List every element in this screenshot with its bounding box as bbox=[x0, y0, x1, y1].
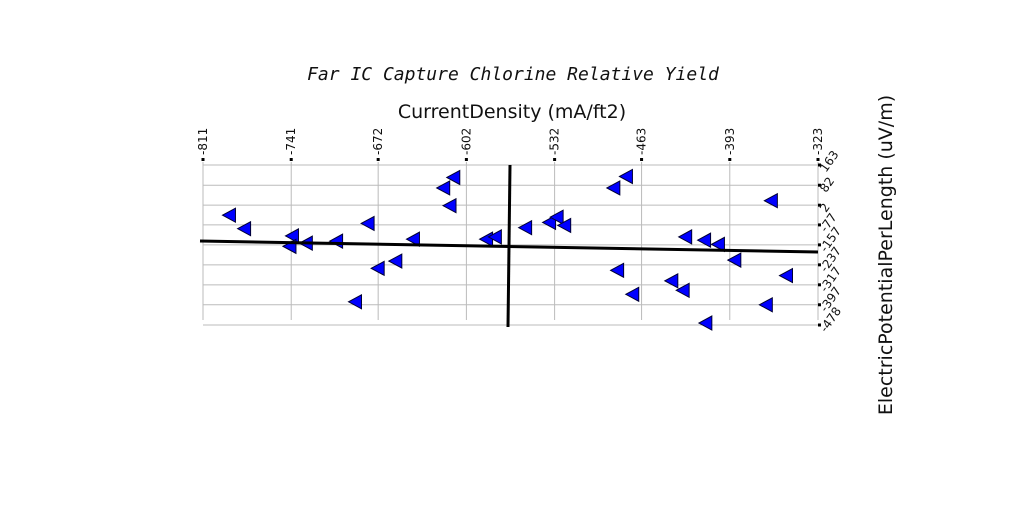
x-tick-label: -532 bbox=[548, 128, 562, 155]
marker bbox=[618, 168, 633, 185]
x-tick bbox=[816, 158, 820, 161]
y-tick bbox=[818, 303, 821, 307]
marker bbox=[609, 262, 625, 279]
marker bbox=[387, 253, 403, 269]
marks bbox=[221, 168, 793, 331]
marker bbox=[405, 231, 420, 247]
y-axis-label: ElectricPotentialPerLength (uV/m) bbox=[875, 95, 897, 415]
x-tick bbox=[289, 158, 293, 161]
marker bbox=[726, 252, 742, 268]
marker bbox=[663, 272, 679, 289]
y-tick bbox=[818, 163, 821, 167]
y-tick bbox=[818, 263, 821, 267]
chart-title: Far IC Capture Chlorine Relative Yield bbox=[307, 64, 720, 85]
x-tick-label: -463 bbox=[635, 128, 649, 155]
marker bbox=[697, 315, 713, 331]
x-tick bbox=[201, 158, 205, 161]
x-tick-label: -602 bbox=[459, 128, 473, 155]
marker bbox=[328, 233, 344, 249]
x-tick-label: -672 bbox=[371, 128, 385, 155]
y-tick bbox=[818, 283, 821, 287]
x-tick bbox=[464, 158, 468, 161]
x-tick-label: -811 bbox=[196, 128, 210, 155]
x-tick-label: -741 bbox=[284, 128, 298, 155]
marker bbox=[763, 192, 778, 209]
marker bbox=[445, 169, 461, 186]
marker bbox=[778, 267, 793, 284]
marker bbox=[696, 232, 712, 248]
marker bbox=[556, 217, 572, 234]
x-axis-label: CurrentDensity (mA/ft2) bbox=[398, 101, 626, 123]
y-tick bbox=[818, 183, 821, 187]
y-tick bbox=[818, 323, 821, 327]
marker bbox=[435, 180, 451, 196]
marker bbox=[677, 229, 693, 245]
x-tick bbox=[553, 158, 557, 161]
marker bbox=[236, 220, 252, 237]
marker bbox=[221, 207, 236, 224]
y-tick bbox=[818, 203, 821, 207]
marker bbox=[710, 236, 725, 253]
x-tick bbox=[376, 158, 380, 161]
x-tick-label: -323 bbox=[811, 128, 825, 155]
marker bbox=[370, 260, 385, 277]
marker bbox=[487, 229, 502, 245]
cross-line-vertical bbox=[506, 164, 512, 328]
marker bbox=[478, 231, 494, 247]
x-tick bbox=[728, 158, 732, 161]
marker bbox=[624, 286, 640, 303]
marker bbox=[605, 180, 621, 196]
marker bbox=[549, 209, 564, 226]
y-tick bbox=[818, 243, 821, 247]
marker bbox=[758, 296, 773, 313]
marker bbox=[360, 215, 375, 232]
marker bbox=[675, 282, 690, 299]
marker bbox=[441, 197, 457, 214]
marker bbox=[284, 228, 299, 244]
y-tick bbox=[818, 223, 821, 227]
x-tick-label: -393 bbox=[723, 128, 737, 155]
x-tick bbox=[640, 158, 644, 161]
marker bbox=[347, 293, 362, 310]
y-tick-label: 82 bbox=[817, 174, 837, 195]
marker bbox=[517, 219, 533, 236]
